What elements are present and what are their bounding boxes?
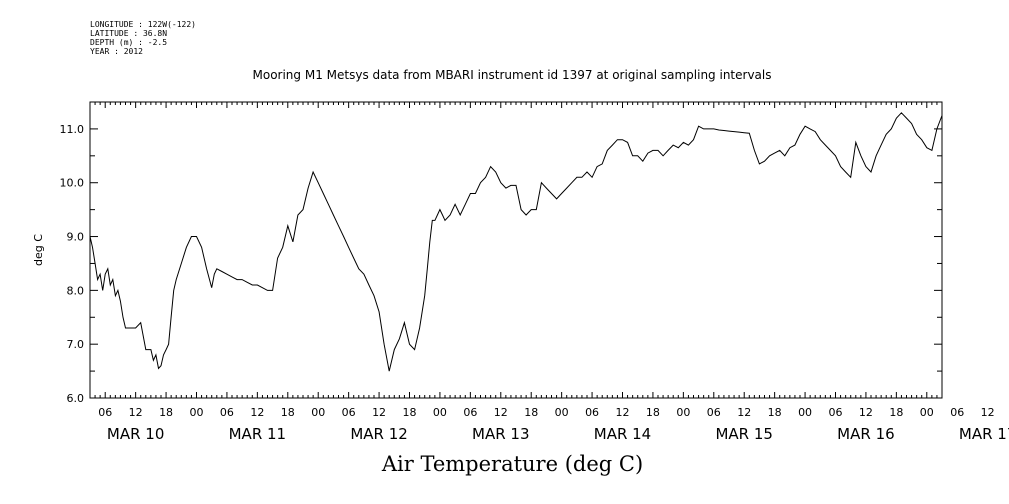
x-tick-label: 18 [159, 406, 173, 419]
x-tick-label: 00 [555, 406, 569, 419]
meta-longitude: LONGITUDE : 122W(-122) [90, 20, 196, 29]
x-tick-label: 00 [676, 406, 690, 419]
x-tick-label: 18 [646, 406, 660, 419]
x-day-label: MAR 11 [229, 425, 286, 443]
x-tick-label: 12 [616, 406, 630, 419]
y-tick-label: 10.0 [60, 177, 85, 190]
x-tick-label: 06 [342, 406, 356, 419]
meta-depth: DEPTH (m) : -2.5 [90, 38, 168, 47]
x-axis-label: Air Temperature (deg C) [381, 452, 644, 476]
x-day-label: MAR 13 [472, 425, 529, 443]
x-day-label: MAR 12 [350, 425, 407, 443]
x-tick-label: 12 [372, 406, 386, 419]
chart-title: Mooring M1 Metsys data from MBARI instru… [252, 68, 772, 82]
x-tick-label: 00 [433, 406, 447, 419]
x-tick-label: 12 [859, 406, 873, 419]
y-tick-label: 9.0 [67, 231, 85, 244]
metadata-block: LONGITUDE : 122W(-122) LATITUDE : 36.8N … [90, 20, 196, 56]
plot-frame [89, 101, 943, 399]
meta-latitude: LATITUDE : 36.8N [90, 29, 168, 38]
y-tick-label: 7.0 [67, 338, 85, 351]
air-temperature-line [89, 112, 943, 372]
x-tick-label: 12 [981, 406, 995, 419]
x-tick-label: 12 [250, 406, 264, 419]
x-tick-label: 06 [220, 406, 234, 419]
x-tick-label: 12 [129, 406, 143, 419]
x-tick-label: 18 [768, 406, 782, 419]
x-tick-label: 00 [920, 406, 934, 419]
x-tick-label: 00 [190, 406, 204, 419]
x-tick-label: 12 [494, 406, 508, 419]
x-tick-label: 06 [829, 406, 843, 419]
y-tick-label: 11.0 [60, 123, 85, 136]
x-tick-label: 18 [524, 406, 538, 419]
x-tick-label: 18 [889, 406, 903, 419]
x-day-label: MAR 17 [959, 425, 1009, 443]
x-tick-label: 12 [737, 406, 751, 419]
x-tick-label: 06 [98, 406, 112, 419]
x-tick-label: 18 [403, 406, 417, 419]
x-tick-label: 00 [311, 406, 325, 419]
x-day-label: MAR 15 [715, 425, 772, 443]
y-tick-label: 6.0 [67, 392, 85, 405]
x-tick-label: 06 [707, 406, 721, 419]
y-axis-label: deg C [32, 234, 45, 266]
x-tick-label: 06 [463, 406, 477, 419]
x-tick-label: 00 [798, 406, 812, 419]
x-day-label: MAR 16 [837, 425, 894, 443]
x-day-label: MAR 14 [594, 425, 651, 443]
y-tick-label: 8.0 [67, 284, 85, 297]
x-day-label: MAR 10 [107, 425, 164, 443]
x-tick-label: 06 [950, 406, 964, 419]
x-tick-label: 06 [585, 406, 599, 419]
x-tick-label: 18 [281, 406, 295, 419]
meta-year: YEAR : 2012 [90, 47, 143, 56]
